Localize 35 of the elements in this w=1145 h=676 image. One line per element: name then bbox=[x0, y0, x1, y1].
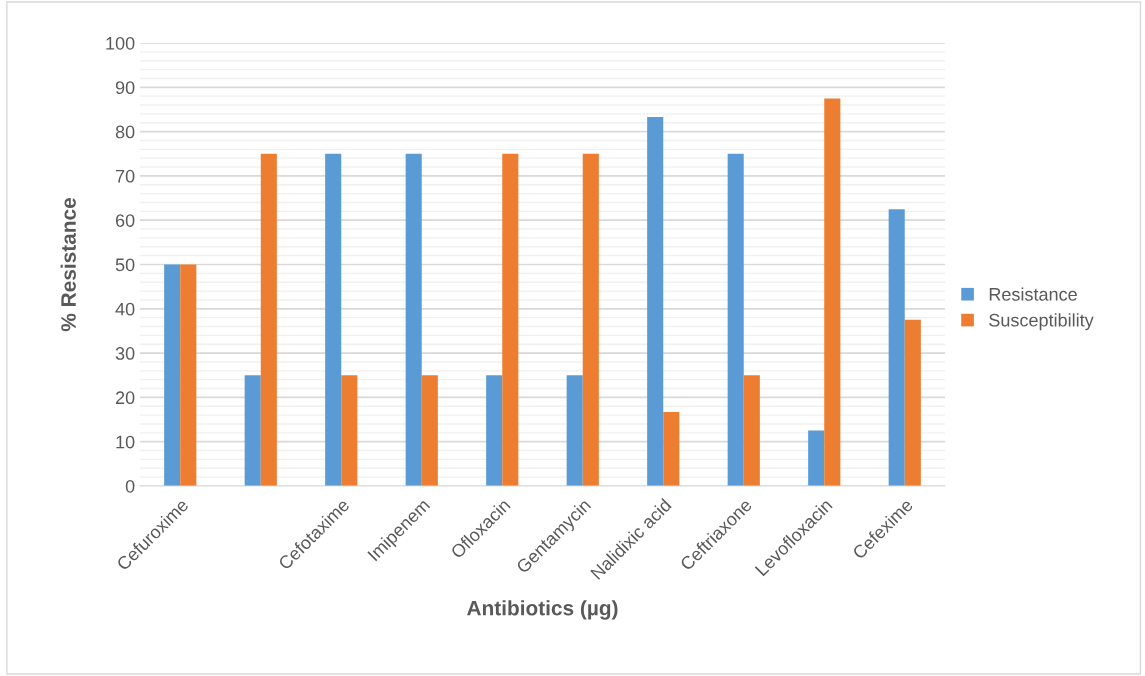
bar bbox=[244, 375, 261, 486]
x-axis-title: Antibiotics (µg) bbox=[467, 600, 618, 620]
bar bbox=[341, 375, 358, 486]
bar bbox=[647, 116, 664, 486]
y-tick-label: 80 bbox=[115, 125, 135, 139]
bar bbox=[824, 98, 841, 486]
legend-label: Resistance bbox=[989, 287, 1077, 301]
bar bbox=[405, 153, 422, 486]
y-tick-label: 60 bbox=[115, 214, 135, 227]
bar bbox=[502, 153, 519, 486]
y-tick-label: 50 bbox=[115, 258, 135, 272]
bar bbox=[904, 319, 921, 486]
y-tick-label: 10 bbox=[116, 435, 135, 449]
bar bbox=[743, 375, 760, 486]
bar bbox=[164, 264, 181, 486]
y-tick-label: 20 bbox=[115, 391, 135, 405]
y-tick-label: 90 bbox=[115, 81, 135, 95]
bar bbox=[260, 153, 277, 486]
bar bbox=[808, 430, 825, 486]
bar bbox=[180, 264, 197, 486]
bar bbox=[486, 375, 503, 486]
y-axis-title: % Resistance bbox=[60, 198, 76, 332]
bar bbox=[566, 375, 583, 486]
bar bbox=[421, 375, 438, 486]
bar bbox=[727, 153, 744, 486]
bar bbox=[582, 153, 599, 486]
y-tick-label: 0 bbox=[125, 479, 135, 493]
bar bbox=[888, 209, 905, 486]
y-tick-label: 40 bbox=[115, 302, 135, 316]
legend-label: Susceptibility bbox=[989, 313, 1094, 331]
y-tick-label: 70 bbox=[115, 169, 135, 183]
bar bbox=[663, 412, 680, 486]
y-tick-label: 30 bbox=[115, 347, 135, 360]
y-tick-label: 100 bbox=[106, 36, 135, 50]
bar bbox=[325, 153, 342, 486]
